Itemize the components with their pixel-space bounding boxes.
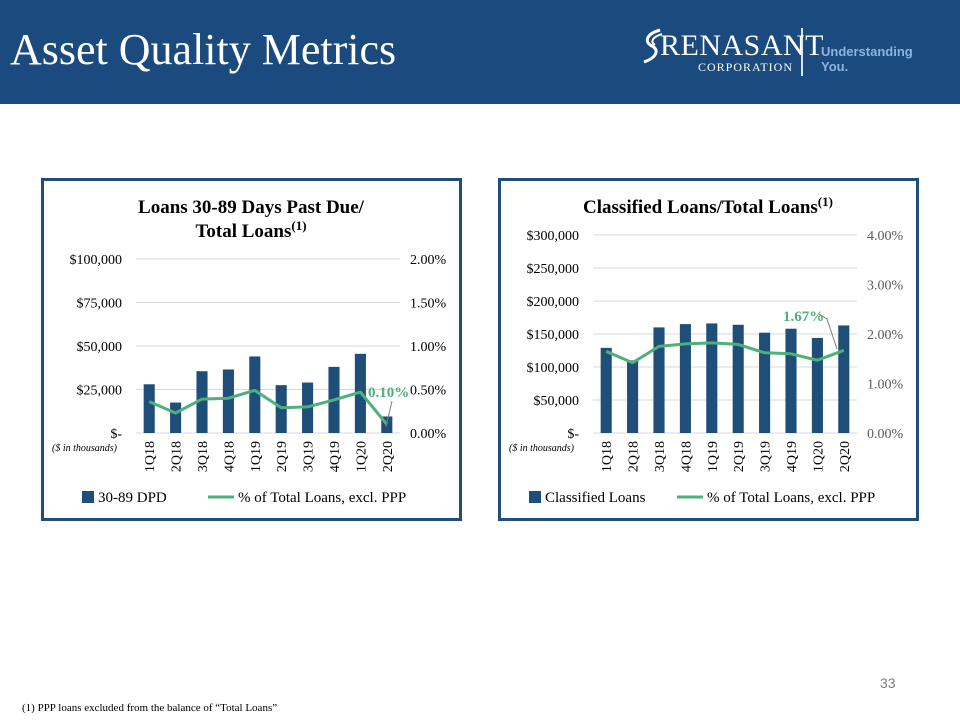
x-tick-label: 2Q20 (381, 441, 396, 472)
classified-chart-panel: Classified Loans/Total Loans(1) $300,000 $… (498, 178, 919, 521)
x-tick-label: 3Q19 (759, 441, 774, 472)
y-left-tick-label: $25,000 (77, 384, 123, 399)
chart-title-line1: Loans 30-89 Days Past Due/ (138, 197, 365, 218)
page-title: Asset Quality Metrics (10, 25, 397, 74)
x-tick-label: 1Q20 (811, 441, 826, 472)
x-tick-label: 1Q20 (354, 441, 369, 472)
legend-line-label: % of Total Loans, excl. PPP (238, 490, 406, 506)
chart-title-footnote-mark: (1) (291, 218, 306, 233)
bar-1Q19 (249, 356, 261, 433)
y-left-tick-label: $75,000 (77, 297, 123, 312)
x-tick-label: 4Q18 (679, 441, 694, 472)
footnote: (1) PPP loans excluded from the balance … (22, 702, 278, 714)
latest-value-annotation: 0.10% (368, 385, 409, 401)
logo-subtitle: CORPORATION (698, 60, 794, 74)
logo-divider (801, 28, 803, 76)
logo-tagline: Understanding You. (821, 44, 913, 74)
y-right-tick-label: 0.50% (410, 384, 447, 399)
bar-2Q19 (732, 324, 744, 433)
legend-bar-label: Classified Loans (545, 490, 646, 506)
x-tick-label: 1Q18 (600, 441, 615, 472)
page-number: 33 (880, 675, 896, 691)
y-right-tick-label: 4.00% (867, 229, 904, 244)
y-left-tick-label: $250,000 (527, 262, 580, 277)
y-right-tick-label: 3.00% (867, 279, 904, 294)
y-right-tick-label: 1.00% (410, 340, 447, 355)
y-left-tick-label: $100,000 (70, 253, 123, 268)
bar-1Q18 (600, 347, 612, 433)
unit-note: ($ in thousands) (52, 443, 118, 454)
y-left-tick-label: $100,000 (527, 361, 580, 376)
classified-chart: Classified Loans/Total Loans(1)$300,000 $… (509, 194, 904, 506)
annotation-leader (385, 400, 393, 428)
bar-1Q18 (143, 384, 155, 433)
bar-1Q19 (706, 323, 718, 433)
chart-title-footnote-mark: (1) (818, 194, 833, 209)
logo-name: RENASANT (660, 29, 825, 62)
y-left-tick-label: $50,000 (534, 394, 580, 409)
x-tick-label: 4Q19 (328, 441, 343, 472)
dpd-chart-panel: Loans 30-89 Days Past Due/Total Loans(1)… (41, 178, 462, 521)
bar-1Q20 (811, 337, 823, 433)
legend-bar-label: 30-89 DPD (98, 490, 167, 506)
bar-4Q18 (222, 369, 234, 433)
bar-2Q20 (838, 325, 850, 433)
legend-bar-swatch (529, 491, 541, 503)
ratio-line (605, 341, 845, 365)
x-tick-label: 2Q19 (732, 441, 747, 472)
chart-title-line2: Total Loans(1) (195, 218, 306, 242)
x-tick-label: 3Q19 (302, 441, 317, 472)
bar-3Q18 (653, 327, 665, 433)
y-right-tick-label: 0.00% (410, 427, 447, 442)
x-tick-label: 2Q19 (275, 441, 290, 472)
x-tick-label: 1Q19 (249, 441, 264, 472)
y-left-tick-label: $50,000 (77, 340, 123, 355)
chart-title: Classified Loans/Total Loans(1) (583, 194, 833, 218)
y-right-tick-label: 2.00% (410, 253, 447, 268)
x-tick-label: 2Q18 (627, 441, 642, 472)
bar-3Q19 (759, 332, 771, 433)
unit-note: ($ in thousands) (509, 443, 575, 454)
bar-3Q18 (196, 371, 208, 433)
annotation-leader (818, 313, 838, 350)
bar-4Q19 (785, 328, 797, 433)
x-tick-label: 4Q19 (785, 441, 800, 472)
bar-2Q18 (627, 360, 639, 433)
y-left-tick-label: $200,000 (527, 295, 580, 310)
dpd-chart: Loans 30-89 Days Past Due/Total Loans(1)… (52, 197, 447, 506)
logo-swoosh-icon (643, 28, 663, 64)
legend-line-label: % of Total Loans, excl. PPP (707, 490, 875, 506)
y-left-tick-label: $150,000 (527, 328, 580, 343)
latest-value-annotation: 1.67% (783, 309, 824, 325)
y-left-tick-label: $- (567, 427, 579, 442)
y-right-tick-label: 1.00% (867, 378, 904, 393)
x-tick-label: 3Q18 (653, 441, 668, 472)
legend-bar-swatch (82, 491, 94, 503)
x-tick-label: 2Q18 (170, 441, 185, 472)
x-tick-label: 1Q18 (143, 441, 158, 472)
y-right-tick-label: 0.00% (867, 427, 904, 442)
header-bar: Asset Quality Metrics RENASANT CORPORATI… (0, 0, 960, 104)
bar-2Q18 (170, 402, 182, 433)
bar-4Q18 (679, 324, 691, 433)
renasant-logo: RENASANT CORPORATION Understanding You. (640, 26, 940, 78)
y-left-tick-label: $300,000 (527, 229, 580, 244)
y-left-tick-label: $- (110, 427, 122, 442)
y-right-tick-label: 1.50% (410, 297, 447, 312)
x-tick-label: 3Q18 (196, 441, 211, 472)
x-tick-label: 1Q19 (706, 441, 721, 472)
x-tick-label: 4Q18 (222, 441, 237, 472)
x-tick-label: 2Q20 (838, 441, 853, 472)
y-right-tick-label: 2.00% (867, 328, 904, 343)
ratio-line (148, 388, 388, 426)
